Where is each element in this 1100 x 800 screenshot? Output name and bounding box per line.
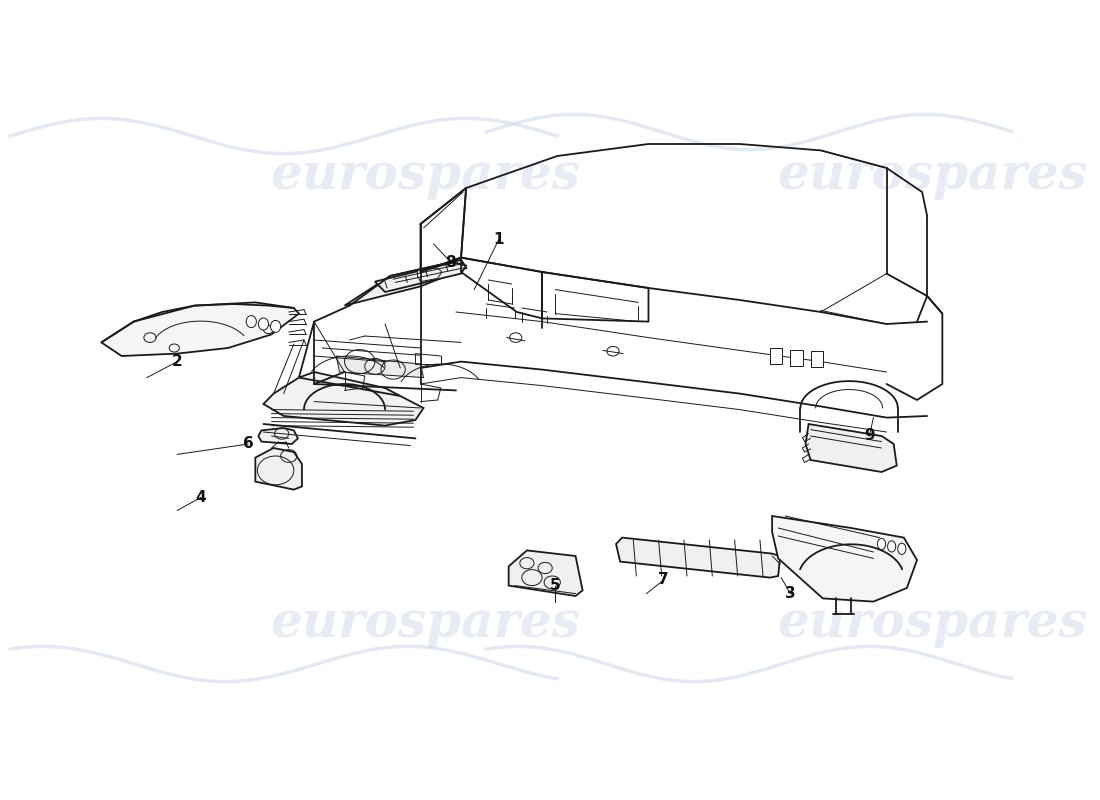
Text: 1: 1 bbox=[493, 233, 504, 247]
Bar bbox=[811, 351, 823, 367]
Polygon shape bbox=[772, 516, 917, 602]
Polygon shape bbox=[508, 550, 583, 596]
Ellipse shape bbox=[898, 543, 906, 554]
Bar bbox=[770, 348, 782, 364]
Text: eurospares: eurospares bbox=[778, 151, 1087, 201]
Polygon shape bbox=[344, 260, 466, 306]
Polygon shape bbox=[337, 356, 424, 378]
Bar bbox=[790, 350, 803, 366]
Polygon shape bbox=[299, 372, 400, 400]
Polygon shape bbox=[418, 268, 442, 282]
Ellipse shape bbox=[246, 315, 256, 328]
Text: 6: 6 bbox=[243, 437, 254, 451]
Text: 9: 9 bbox=[865, 429, 874, 443]
Text: 3: 3 bbox=[785, 586, 795, 601]
Polygon shape bbox=[255, 448, 302, 490]
Ellipse shape bbox=[258, 318, 268, 330]
Polygon shape bbox=[258, 428, 298, 444]
Text: eurospares: eurospares bbox=[778, 599, 1087, 649]
Polygon shape bbox=[616, 538, 780, 578]
Text: 7: 7 bbox=[659, 573, 669, 587]
Text: 4: 4 bbox=[196, 490, 206, 505]
Polygon shape bbox=[390, 260, 466, 284]
Text: 5: 5 bbox=[550, 578, 561, 593]
Ellipse shape bbox=[888, 541, 895, 552]
Polygon shape bbox=[263, 378, 424, 426]
Text: eurospares: eurospares bbox=[271, 599, 581, 649]
Text: 8: 8 bbox=[446, 255, 456, 270]
Polygon shape bbox=[805, 424, 896, 472]
Ellipse shape bbox=[878, 538, 886, 550]
Polygon shape bbox=[101, 302, 299, 356]
Text: 2: 2 bbox=[172, 354, 183, 369]
Ellipse shape bbox=[271, 321, 281, 333]
Polygon shape bbox=[375, 262, 466, 292]
Text: eurospares: eurospares bbox=[271, 151, 581, 201]
